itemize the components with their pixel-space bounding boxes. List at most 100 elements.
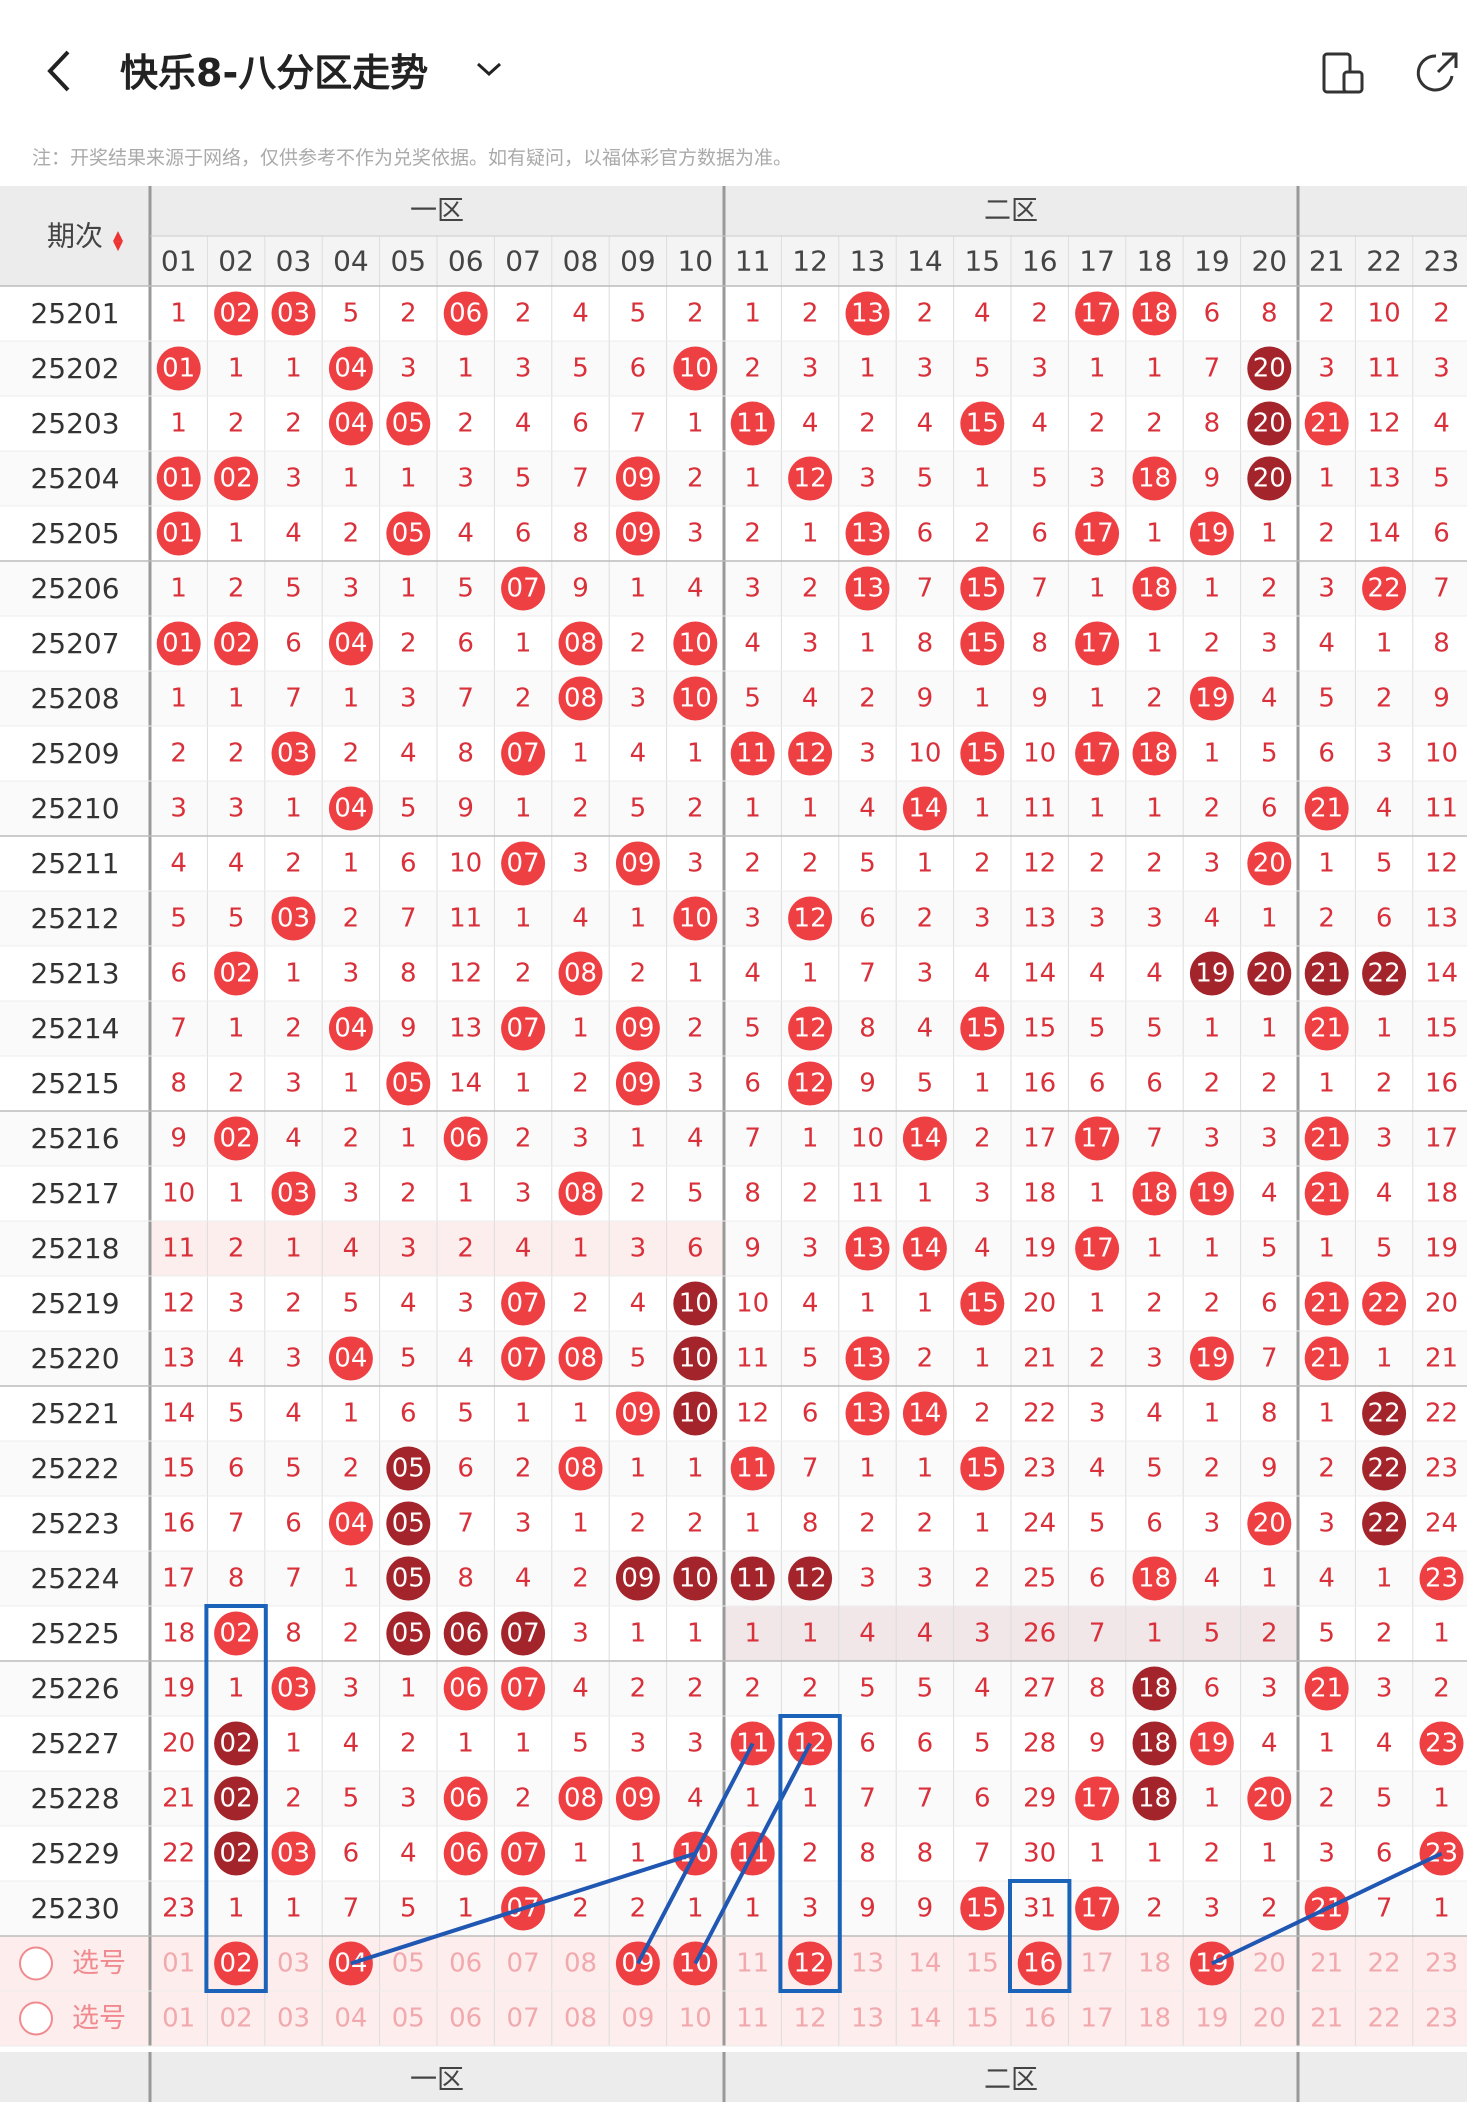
- miss-count: 1: [400, 464, 417, 494]
- miss-count: 4: [285, 519, 302, 549]
- hit-ball: [673, 676, 718, 721]
- miss-count: 2: [228, 1234, 245, 1264]
- miss-count: 6: [457, 1454, 474, 1484]
- hit-ball: [1132, 1171, 1177, 1216]
- hit-ball: [788, 896, 833, 941]
- miss-count: 1: [859, 629, 876, 659]
- hit-ball: [615, 1061, 660, 1106]
- hit-ball: [615, 456, 660, 501]
- miss-count: 2: [1204, 1454, 1221, 1484]
- hit-ball-number: 13: [851, 519, 884, 549]
- page-title[interactable]: 快乐8-八分区走势: [120, 51, 429, 95]
- miss-count: 3: [1146, 904, 1163, 934]
- sort-down-icon: ▼: [113, 239, 123, 254]
- hit-ball-number: 10: [679, 1344, 712, 1374]
- split-view-icon[interactable]: [1318, 50, 1368, 96]
- hit-ball-number: 07: [507, 1014, 540, 1044]
- select-radio-icon[interactable]: [19, 2001, 53, 2036]
- share-icon[interactable]: [1414, 50, 1460, 96]
- hit-ball-number: 13: [851, 1399, 884, 1429]
- miss-count: 10: [449, 849, 482, 879]
- hit-ball: [558, 1446, 603, 1491]
- miss-count: 7: [1261, 1344, 1278, 1374]
- miss-count: 1: [343, 1564, 360, 1594]
- miss-count: 1: [744, 464, 761, 494]
- miss-count: 14: [1023, 959, 1056, 989]
- hit-ball: [1132, 1666, 1177, 1711]
- miss-count: 2: [630, 959, 647, 989]
- period-25208: 25208: [30, 682, 119, 715]
- miss-count: 1: [859, 354, 876, 384]
- miss-count: 8: [572, 519, 589, 549]
- miss-count: 11: [1425, 794, 1458, 824]
- select-ball[interactable]: [214, 1941, 259, 1986]
- miss-count: 2: [515, 1454, 532, 1484]
- miss-count: 4: [400, 1289, 417, 1319]
- hit-ball-number: 10: [679, 354, 712, 384]
- hit-ball: [1132, 291, 1177, 336]
- select-number: 14: [908, 2004, 941, 2034]
- period-25223: 25223: [30, 1507, 119, 1540]
- miss-count: 4: [515, 1564, 532, 1594]
- miss-count: 26: [1023, 1619, 1056, 1649]
- hit-ball: [788, 1556, 833, 1601]
- miss-count: 3: [974, 904, 991, 934]
- column-number-05: 05: [390, 245, 426, 278]
- miss-count: 7: [170, 1014, 187, 1044]
- back-arrow-icon[interactable]: [40, 48, 80, 94]
- hit-ball-number: 17: [1081, 1124, 1114, 1154]
- miss-count: 15: [1023, 1014, 1056, 1044]
- miss-count: 1: [285, 1894, 302, 1924]
- hit-ball: [443, 291, 488, 336]
- miss-count: 1: [859, 1454, 876, 1484]
- disclaimer-note: 注：开奖结果来源于网络，仅供参考不作为兑奖依据。如有疑问，以福体彩官方数据为准。: [32, 147, 793, 169]
- miss-count: 1: [802, 1784, 819, 1814]
- select-radio-icon[interactable]: [19, 1946, 53, 1981]
- miss-count: 5: [572, 354, 589, 384]
- miss-count: 2: [744, 849, 761, 879]
- miss-count: 3: [1204, 849, 1221, 879]
- miss-count: 5: [400, 1894, 417, 1924]
- miss-count: 6: [1376, 1839, 1393, 1869]
- hit-ball: [328, 1336, 373, 1381]
- miss-count: 4: [859, 1619, 876, 1649]
- hit-ball: [730, 1446, 775, 1491]
- column-number-17: 17: [1079, 245, 1115, 278]
- column-number-06: 06: [448, 245, 484, 278]
- hit-ball: [214, 1721, 259, 1766]
- hit-ball-number: 02: [220, 1619, 253, 1649]
- miss-count: 2: [687, 1674, 704, 1704]
- miss-count: 5: [917, 464, 934, 494]
- miss-count: 3: [859, 739, 876, 769]
- miss-count: 10: [1023, 739, 1056, 769]
- miss-count: 3: [917, 959, 934, 989]
- miss-count: 5: [974, 354, 991, 384]
- hit-ball: [271, 291, 316, 336]
- miss-count: 5: [630, 299, 647, 329]
- miss-count: 3: [687, 1729, 704, 1759]
- select-ball[interactable]: [788, 1941, 833, 1986]
- miss-count: 2: [1146, 1289, 1163, 1319]
- hit-ball-number: 06: [449, 1839, 482, 1869]
- chevron-down-icon[interactable]: [474, 54, 504, 84]
- miss-count: 1: [170, 574, 187, 604]
- trend-line: [1211, 1851, 1443, 1966]
- miss-count: 2: [1433, 1674, 1450, 1704]
- miss-count: 1: [572, 1234, 589, 1264]
- miss-count: 2: [859, 409, 876, 439]
- miss-count: 1: [1261, 1564, 1278, 1594]
- miss-count: 3: [1089, 464, 1106, 494]
- hit-ball-number: 12: [794, 904, 827, 934]
- select-number: 18: [1138, 1949, 1171, 1979]
- hit-ball-number: 15: [966, 629, 999, 659]
- hit-ball: [1362, 951, 1407, 996]
- hit-ball-number: 08: [564, 1454, 597, 1484]
- miss-count: 20: [162, 1729, 195, 1759]
- period-25228: 25228: [30, 1782, 119, 1815]
- hit-ball: [1075, 1776, 1120, 1821]
- miss-count: 4: [572, 1674, 589, 1704]
- hit-ball-number: 09: [621, 1399, 654, 1429]
- miss-count: 2: [572, 1069, 589, 1099]
- select-ball[interactable]: [1017, 1941, 1062, 1986]
- hit-ball: [1304, 1281, 1349, 1326]
